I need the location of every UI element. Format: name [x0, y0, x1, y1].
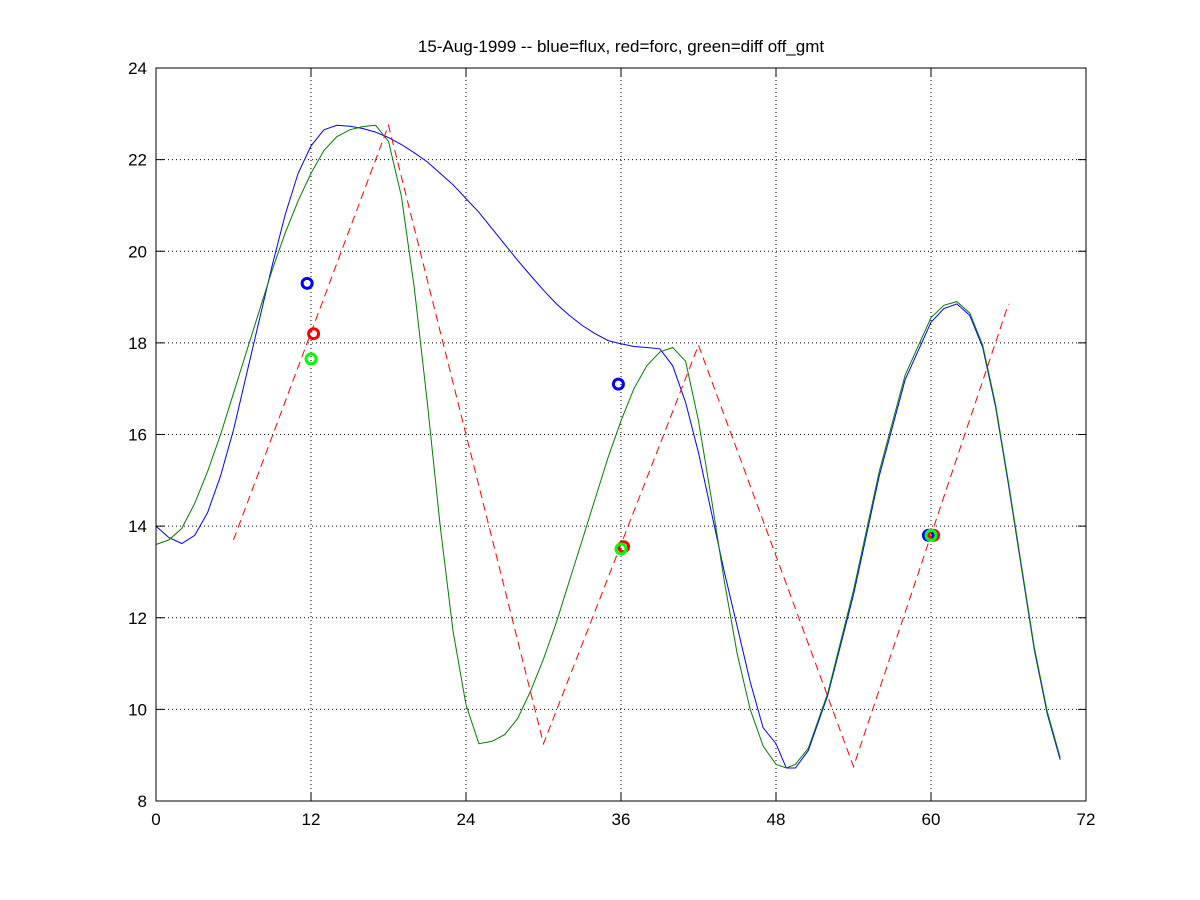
blue-circle-marker: [300, 276, 314, 290]
x-tick-label: 48: [767, 810, 786, 829]
y-tick-label: 14: [128, 517, 147, 536]
x-tick-label: 12: [302, 810, 321, 829]
x-tick-label: 36: [612, 810, 631, 829]
axis-ticks: 0 12 24 36 48 60 72 8 10 12 14 16 18 20 22 24: [128, 59, 1095, 829]
green-series-line: [155, 124, 1061, 769]
grid-lines: [156, 68, 1086, 801]
y-tick-label: 20: [128, 242, 147, 261]
marker_green-circle-marker: [304, 352, 318, 366]
x-tick-label: 24: [457, 810, 476, 829]
y-tick-label: 22: [128, 151, 147, 170]
x-tick-label: 72: [1077, 810, 1096, 829]
y-tick-label: 10: [128, 700, 147, 719]
y-tick-label: 18: [128, 334, 147, 353]
marker_green-circle-marker: [924, 528, 938, 542]
marker_green-circle-marker: [614, 542, 628, 556]
y-tick-label: 8: [138, 792, 147, 811]
blue-circle-marker: [611, 377, 625, 391]
chart-title: 15-Aug-1999 -- blue=flux, red=forc, gree…: [418, 37, 824, 56]
y-tick-label: 12: [128, 609, 147, 628]
y-tick-label: 16: [128, 426, 147, 445]
x-tick-label: 0: [151, 810, 160, 829]
y-tick-label: 24: [128, 59, 147, 78]
x-tick-label: 60: [922, 810, 941, 829]
marker-layer: [300, 276, 941, 556]
red-circle-marker: [307, 327, 321, 341]
blue-series-line: [155, 124, 1061, 769]
